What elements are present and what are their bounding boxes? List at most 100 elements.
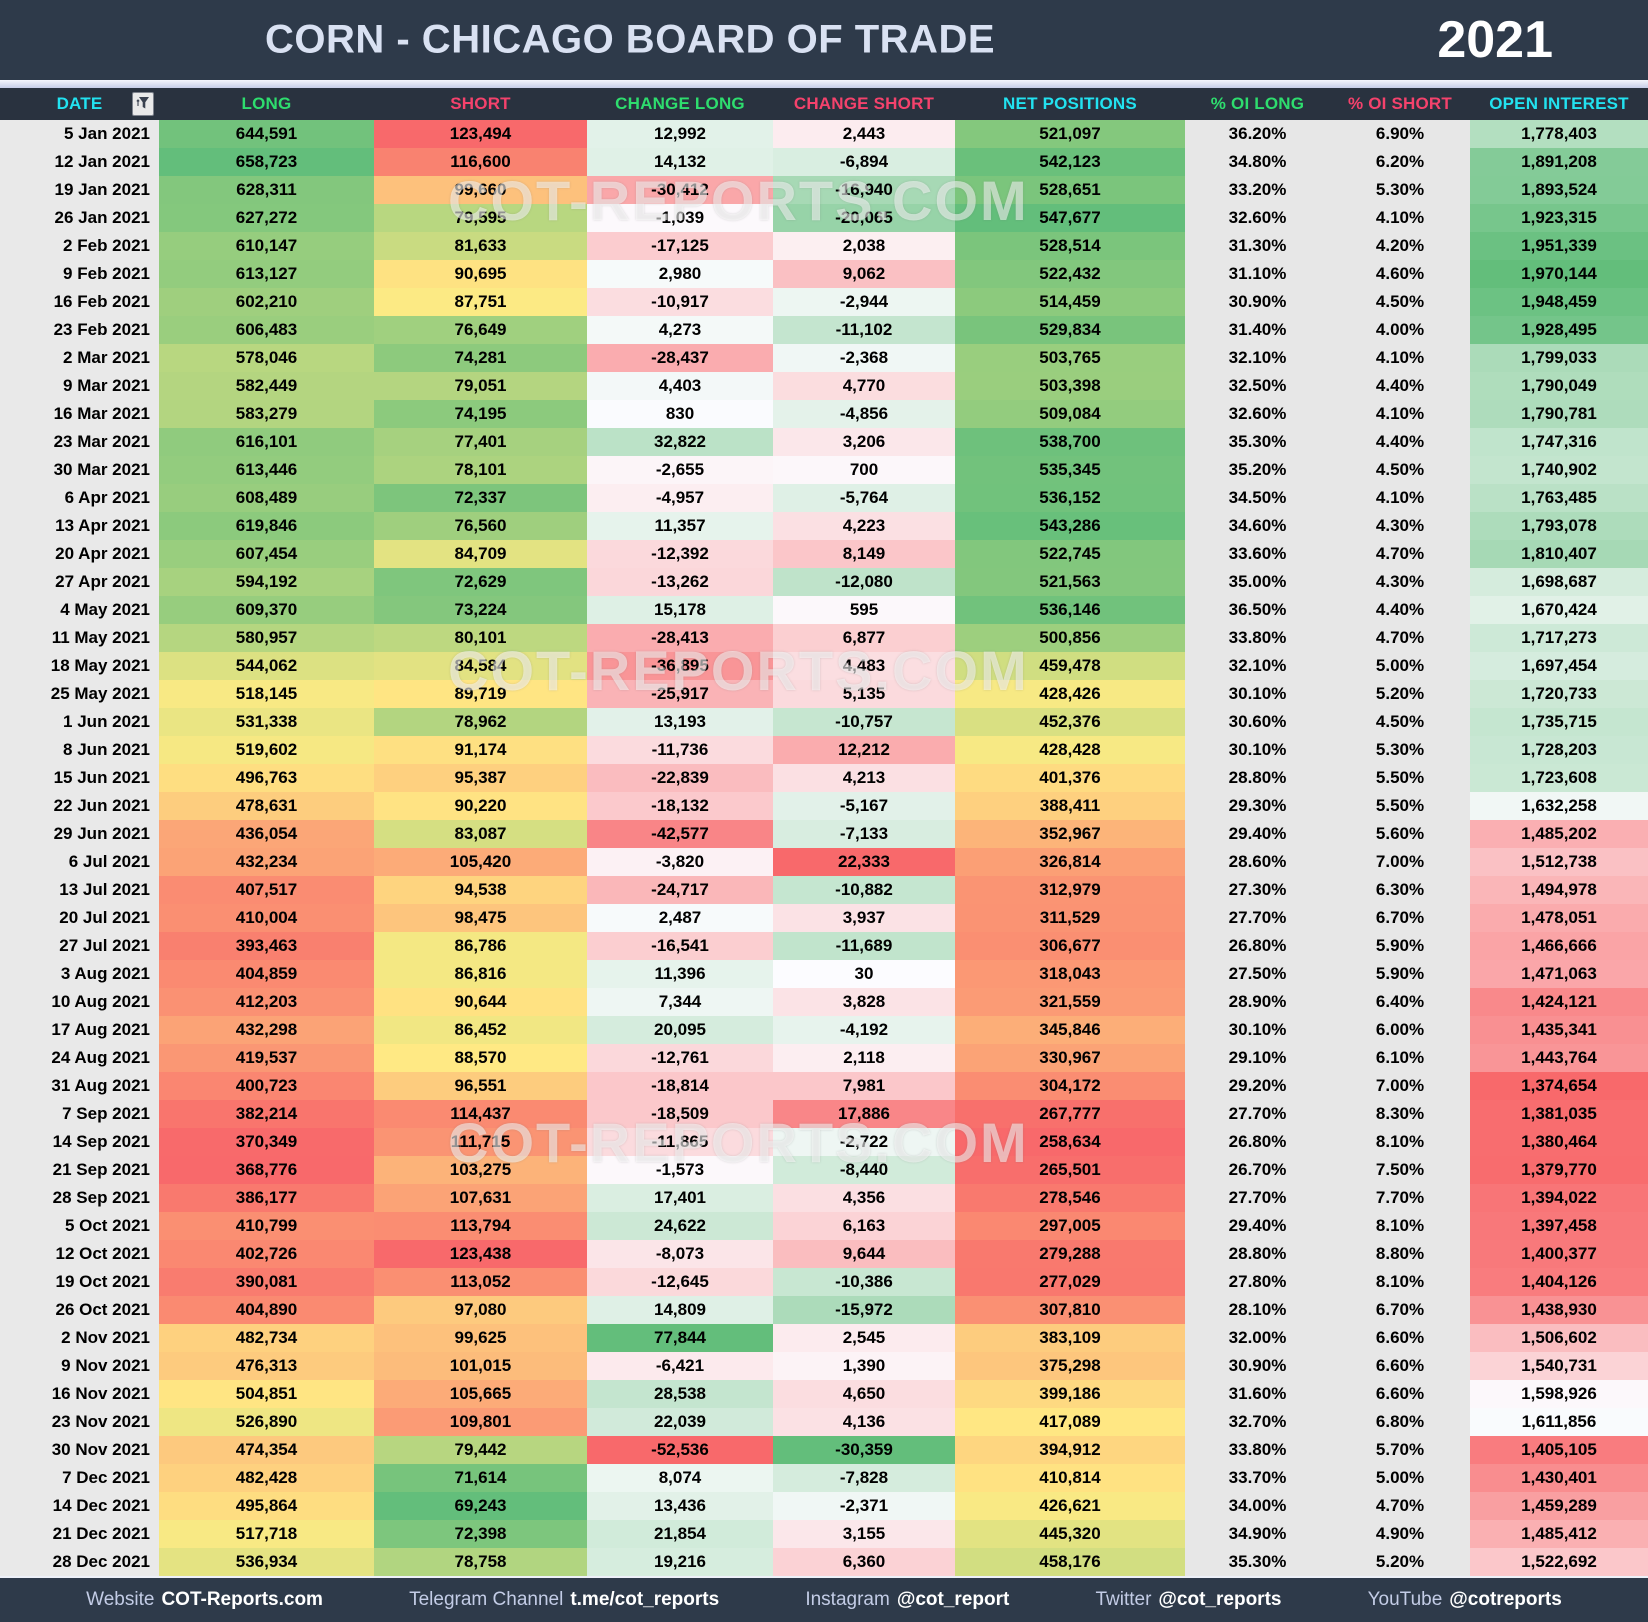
cell-date: 20 Jul 2021 xyxy=(0,904,159,932)
cell-change_short: 22,333 xyxy=(773,848,955,876)
cell-change_long: 4,273 xyxy=(587,316,773,344)
cell-long: 526,890 xyxy=(159,1408,374,1436)
footer-item-link[interactable]: @cot_report xyxy=(896,1589,1010,1610)
cell-oi_long_pct: 32.70% xyxy=(1185,1408,1330,1436)
cell-open_interest: 1,697,454 xyxy=(1470,652,1648,680)
cell-change_long: 830 xyxy=(587,400,773,428)
cell-short: 123,438 xyxy=(374,1240,587,1268)
cell-long: 402,726 xyxy=(159,1240,374,1268)
cell-oi_long_pct: 29.20% xyxy=(1185,1072,1330,1100)
footer-item-label: Instagram xyxy=(805,1589,890,1610)
table-row: 13 Apr 2021 619,846 76,560 11,357 4,223 543,2… xyxy=(0,512,1648,540)
cell-date: 1 Jun 2021 xyxy=(0,708,159,736)
cell-open_interest: 1,400,377 xyxy=(1470,1240,1648,1268)
cell-long: 608,489 xyxy=(159,484,374,512)
cell-oi_long_pct: 33.60% xyxy=(1185,540,1330,568)
cell-short: 78,758 xyxy=(374,1548,587,1576)
cell-change_short: 6,360 xyxy=(773,1548,955,1576)
table-row: 1 Jun 2021 531,338 78,962 13,193 -10,757 452,… xyxy=(0,708,1648,736)
cell-oi_short_pct: 7.70% xyxy=(1330,1184,1470,1212)
cell-date: 11 May 2021 xyxy=(0,624,159,652)
cell-short: 91,174 xyxy=(374,736,587,764)
cell-open_interest: 1,374,654 xyxy=(1470,1072,1648,1100)
cell-change_short: -10,386 xyxy=(773,1268,955,1296)
col-header-label: NET POSITIONS xyxy=(1003,94,1137,113)
cell-short: 89,719 xyxy=(374,680,587,708)
cell-open_interest: 1,438,930 xyxy=(1470,1296,1648,1324)
cell-short: 99,625 xyxy=(374,1324,587,1352)
cell-oi_long_pct: 27.70% xyxy=(1185,904,1330,932)
cell-net_positions: 458,176 xyxy=(955,1548,1185,1576)
cell-short: 105,665 xyxy=(374,1380,587,1408)
cell-open_interest: 1,778,403 xyxy=(1470,120,1648,148)
cell-oi_long_pct: 31.30% xyxy=(1185,232,1330,260)
cell-change_long: -11,736 xyxy=(587,736,773,764)
table-row: 14 Dec 2021 495,864 69,243 13,436 -2,371 426,… xyxy=(0,1492,1648,1520)
cell-oi_short_pct: 6.70% xyxy=(1330,904,1470,932)
cell-oi_short_pct: 5.20% xyxy=(1330,1548,1470,1576)
cell-long: 478,631 xyxy=(159,792,374,820)
cell-net_positions: 306,677 xyxy=(955,932,1185,960)
table-row: 20 Jul 2021 410,004 98,475 2,487 3,937 311,52… xyxy=(0,904,1648,932)
cell-short: 94,538 xyxy=(374,876,587,904)
cell-open_interest: 1,478,051 xyxy=(1470,904,1648,932)
cell-oi_long_pct: 27.70% xyxy=(1185,1100,1330,1128)
cell-open_interest: 1,948,459 xyxy=(1470,288,1648,316)
cell-oi_long_pct: 31.10% xyxy=(1185,260,1330,288)
cell-oi_short_pct: 4.30% xyxy=(1330,568,1470,596)
cell-oi_short_pct: 8.10% xyxy=(1330,1128,1470,1156)
cell-change_short: -4,856 xyxy=(773,400,955,428)
cell-date: 30 Mar 2021 xyxy=(0,456,159,484)
cell-oi_short_pct: 4.00% xyxy=(1330,316,1470,344)
cell-long: 531,338 xyxy=(159,708,374,736)
cell-oi_short_pct: 4.50% xyxy=(1330,456,1470,484)
table-row: 2 Nov 2021 482,734 99,625 77,844 2,545 383,10… xyxy=(0,1324,1648,1352)
cell-net_positions: 503,765 xyxy=(955,344,1185,372)
cell-oi_long_pct: 28.60% xyxy=(1185,848,1330,876)
cell-net_positions: 345,846 xyxy=(955,1016,1185,1044)
cell-oi_short_pct: 5.00% xyxy=(1330,1464,1470,1492)
cell-change_long: 7,344 xyxy=(587,988,773,1016)
cell-oi_short_pct: 7.00% xyxy=(1330,1072,1470,1100)
footer-item-link[interactable]: COT-Reports.com xyxy=(161,1589,323,1610)
cell-change_long: 21,854 xyxy=(587,1520,773,1548)
cell-open_interest: 1,598,926 xyxy=(1470,1380,1648,1408)
table-row: 24 Aug 2021 419,537 88,570 -12,761 2,118 330,… xyxy=(0,1044,1648,1072)
cell-change_short: -5,167 xyxy=(773,792,955,820)
footer-item-link[interactable]: t.me/cot_reports xyxy=(570,1589,720,1610)
footer-item-link[interactable]: @cotreports xyxy=(1449,1589,1562,1610)
col-header-label: % OI SHORT xyxy=(1347,94,1452,113)
cell-oi_long_pct: 32.50% xyxy=(1185,372,1330,400)
filter-button[interactable] xyxy=(132,92,154,116)
table-row: 21 Sep 2021 368,776 103,275 -1,573 -8,440 265… xyxy=(0,1156,1648,1184)
cell-net_positions: 542,123 xyxy=(955,148,1185,176)
table-row: 10 Aug 2021 412,203 90,644 7,344 3,828 321,55… xyxy=(0,988,1648,1016)
cell-change_short: 2,443 xyxy=(773,120,955,148)
footer-item-link[interactable]: @cot_reports xyxy=(1158,1589,1282,1610)
cell-net_positions: 503,398 xyxy=(955,372,1185,400)
cell-date: 14 Dec 2021 xyxy=(0,1492,159,1520)
cell-long: 607,454 xyxy=(159,540,374,568)
cell-long: 610,147 xyxy=(159,232,374,260)
cell-change_short: -2,371 xyxy=(773,1492,955,1520)
cell-date: 27 Jul 2021 xyxy=(0,932,159,960)
cell-oi_long_pct: 35.20% xyxy=(1185,456,1330,484)
cell-open_interest: 1,540,731 xyxy=(1470,1352,1648,1380)
cell-date: 23 Nov 2021 xyxy=(0,1408,159,1436)
cell-oi_long_pct: 36.50% xyxy=(1185,596,1330,624)
cell-change_long: -18,509 xyxy=(587,1100,773,1128)
cell-long: 404,859 xyxy=(159,960,374,988)
table-row: 17 Aug 2021 432,298 86,452 20,095 -4,192 345,… xyxy=(0,1016,1648,1044)
cell-date: 7 Sep 2021 xyxy=(0,1100,159,1128)
cell-open_interest: 1,471,063 xyxy=(1470,960,1648,988)
cell-short: 107,631 xyxy=(374,1184,587,1212)
cell-oi_long_pct: 33.20% xyxy=(1185,176,1330,204)
cell-short: 111,715 xyxy=(374,1128,587,1156)
cell-open_interest: 1,435,341 xyxy=(1470,1016,1648,1044)
cell-net_positions: 428,426 xyxy=(955,680,1185,708)
table-row: 5 Oct 2021 410,799 113,794 24,622 6,163 297,0… xyxy=(0,1212,1648,1240)
cell-change_short: 9,644 xyxy=(773,1240,955,1268)
cell-change_long: -4,957 xyxy=(587,484,773,512)
cell-oi_long_pct: 36.20% xyxy=(1185,120,1330,148)
cell-oi_short_pct: 5.90% xyxy=(1330,932,1470,960)
